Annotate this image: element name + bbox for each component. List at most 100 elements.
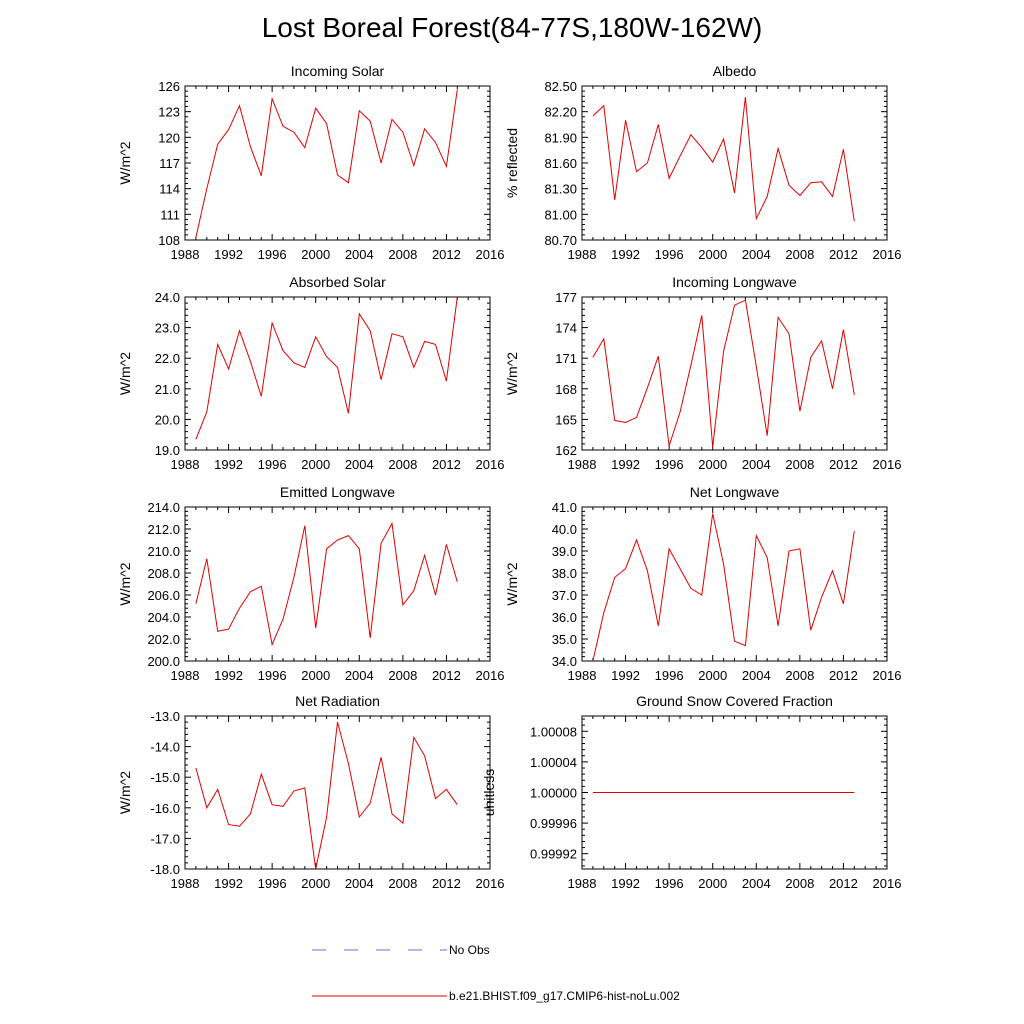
y-tick-label: 19.0 <box>155 443 180 458</box>
y-tick-label: 168 <box>555 382 577 397</box>
x-tick-label: 1988 <box>568 247 597 262</box>
x-tick-label: 2016 <box>476 668 505 683</box>
y-tick-label: 114 <box>159 182 180 197</box>
plot-frame <box>184 715 491 870</box>
chart-panel: Net Longwave 1988 1992 1996 2000 2004 2008 2012… <box>504 484 901 683</box>
chart-panel: Net Radiation 1988 1992 1996 2000 2004 2008 201… <box>117 693 504 891</box>
chart-title: Net Longwave <box>690 484 780 500</box>
x-tick-label: 2004 <box>742 457 771 472</box>
chart-title: Incoming Solar <box>291 63 385 79</box>
y-tick-label: 174 <box>555 321 577 336</box>
x-tick-label: 2004 <box>742 668 771 683</box>
y-axis-label: % reflected <box>504 128 520 198</box>
x-tick-label: 2004 <box>345 247 374 262</box>
y-tick-label: 35.0 <box>552 632 577 647</box>
chart-title: Incoming Longwave <box>672 274 797 290</box>
legend: No Obs b.e21.BHIST.f09_g17.CMIP6-hist-noL… <box>312 943 680 1003</box>
x-tick-label: 2012 <box>829 876 858 891</box>
y-tick-label: 210.0 <box>147 544 180 559</box>
x-tick-label: 2008 <box>388 876 417 891</box>
y-tick-label: 82.20 <box>544 105 577 120</box>
x-tick-label: 2012 <box>432 457 461 472</box>
x-tick-label: 1992 <box>611 457 640 472</box>
x-tick-label: 2000 <box>301 247 330 262</box>
x-tick-label: 2008 <box>785 457 814 472</box>
x-tick-label: 1992 <box>214 876 243 891</box>
y-tick-label: 22.0 <box>155 351 180 366</box>
x-tick-label: 2016 <box>476 876 505 891</box>
y-tick-label: 1.00000 <box>530 786 577 801</box>
x-tick-label: 2012 <box>432 247 461 262</box>
x-tick-label: 1996 <box>258 876 287 891</box>
y-tick-label: 162 <box>555 443 577 458</box>
y-tick-label: 23.0 <box>155 321 180 336</box>
series-line <box>592 513 855 662</box>
x-tick-label: 2012 <box>829 668 858 683</box>
y-tick-label: 1.00008 <box>530 724 577 739</box>
x-tick-label: 1988 <box>568 457 597 472</box>
y-tick-label: 200.0 <box>147 654 180 669</box>
y-tick-label: 206.0 <box>147 588 180 603</box>
plot-frame <box>184 506 491 662</box>
x-tick-label: 1992 <box>214 247 243 262</box>
y-tick-label: 171 <box>555 351 577 366</box>
y-tick-label: -18.0 <box>150 862 180 877</box>
y-tick-label: 1.00004 <box>530 755 577 770</box>
y-tick-label: -16.0 <box>150 801 180 816</box>
legend-item: b.e21.BHIST.f09_g17.CMIP6-hist-noLu.002 <box>312 989 680 1003</box>
x-tick-label: 2016 <box>873 876 902 891</box>
x-tick-label: 2004 <box>742 876 771 891</box>
y-tick-label: -14.0 <box>150 740 180 755</box>
x-tick-label: 1988 <box>568 876 597 891</box>
chart-panel: Emitted Longwave 1988 1992 1996 2000 2004 2008… <box>117 484 504 683</box>
y-tick-label: 214.0 <box>147 500 180 515</box>
y-tick-label: 38.0 <box>552 566 577 581</box>
y-tick-label: 165 <box>555 412 577 427</box>
chart-panel: Albedo 1988 1992 1996 2000 2004 2008 2012 2016 80… <box>504 63 901 262</box>
y-tick-label: 80.70 <box>544 233 577 248</box>
legend-item: No Obs <box>312 943 490 957</box>
x-tick-label: 1988 <box>171 247 200 262</box>
legend-label: No Obs <box>449 943 490 957</box>
y-tick-label: 81.00 <box>544 207 577 222</box>
y-tick-label: 177 <box>555 290 577 305</box>
x-tick-label: 2004 <box>345 876 374 891</box>
x-tick-label: 1988 <box>171 876 200 891</box>
x-tick-label: 2008 <box>388 457 417 472</box>
y-axis-label: W/m^2 <box>117 141 133 184</box>
y-tick-label: 81.60 <box>544 156 577 171</box>
chart-panel: Incoming Longwave 1988 1992 1996 2000 2004 200… <box>504 274 901 472</box>
x-tick-label: 1996 <box>258 247 287 262</box>
series-line <box>195 89 458 238</box>
x-tick-label: 2000 <box>698 876 727 891</box>
y-axis-label: unitless <box>481 769 497 816</box>
x-tick-label: 2000 <box>698 668 727 683</box>
x-tick-label: 2008 <box>785 247 814 262</box>
chart-title: Absorbed Solar <box>289 274 386 290</box>
x-tick-label: 2016 <box>873 247 902 262</box>
y-axis-label: W/m^2 <box>117 352 133 395</box>
x-tick-label: 1992 <box>611 247 640 262</box>
plot-frame <box>581 85 888 241</box>
x-tick-label: 1988 <box>171 668 200 683</box>
chart-title: Emitted Longwave <box>280 484 395 500</box>
series-line <box>592 299 855 447</box>
x-tick-label: 1988 <box>568 668 597 683</box>
y-tick-label: 204.0 <box>147 610 180 625</box>
y-tick-label: 212.0 <box>147 522 180 537</box>
x-tick-label: 1996 <box>655 247 684 262</box>
y-tick-label: 37.0 <box>552 588 577 603</box>
x-tick-label: 1996 <box>258 668 287 683</box>
y-tick-label: -15.0 <box>150 770 180 785</box>
y-tick-label: 41.0 <box>552 500 577 515</box>
y-axis-label: W/m^2 <box>117 562 133 605</box>
x-tick-label: 2008 <box>785 876 814 891</box>
y-axis-label: W/m^2 <box>504 352 520 395</box>
y-tick-label: 34.0 <box>552 654 577 669</box>
x-tick-label: 2016 <box>873 457 902 472</box>
plot-frame <box>184 85 491 241</box>
chart-title: Ground Snow Covered Fraction <box>636 693 833 709</box>
x-tick-label: 2008 <box>388 247 417 262</box>
series-line <box>592 97 855 222</box>
